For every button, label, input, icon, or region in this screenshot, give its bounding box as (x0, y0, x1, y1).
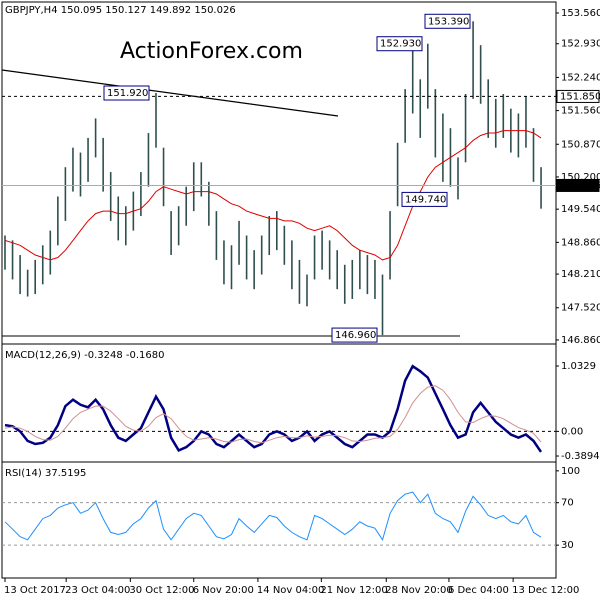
moving-average (4, 130, 542, 261)
annotation-box (424, 13, 471, 29)
chart-title: GBPJPY,H4 150.095 150.127 149.892 150.02… (5, 5, 236, 16)
x-tick-label: 21 Nov 12:00 (320, 585, 387, 596)
rsi-title: RSI(14) 37.5195 (5, 468, 86, 479)
annotation-label: 146.960 (335, 330, 376, 341)
rsi-line (4, 491, 542, 541)
x-tick-label: 13 Oct 2017 (4, 585, 66, 596)
x-tick-label: 6 Dec 04:00 (448, 585, 509, 596)
annotation-box (331, 327, 378, 343)
annotation-label: 151.920 (107, 88, 148, 99)
y-tick-label: 149.540 (561, 204, 600, 215)
annotation-label: 149.740 (405, 194, 446, 205)
macd-title: MACD(12,26,9) -0.3248 -0.1680 (5, 350, 165, 361)
x-tick-label: 30 Oct 12:00 (129, 585, 194, 596)
level-box (556, 89, 600, 103)
trendline (1, 69, 339, 117)
y-tick-label: 1.0329 (561, 361, 596, 372)
x-tick-label: 14 Nov 04:00 (257, 585, 324, 596)
signal-line (4, 385, 542, 444)
y-tick-label: 146.860 (561, 335, 600, 346)
x-tick-label: 6 Nov 20:00 (193, 585, 254, 596)
y-tick-label: 153.560 (561, 8, 600, 19)
y-tick-label: 150.870 (561, 139, 600, 150)
annotation-box (401, 191, 448, 207)
x-tick-label: 13 Dec 12:00 (512, 585, 579, 596)
x-tick-label: 28 Nov 20:00 (385, 585, 452, 596)
annotation-label: 152.930 (380, 39, 421, 50)
watermark: ActionForex.com (120, 39, 303, 64)
y-tick-label: 152.930 (561, 39, 600, 50)
y-tick-label: 152.240 (561, 72, 600, 83)
y-tick-label: 150.200 (561, 172, 600, 183)
y-tick-label: 70 (561, 498, 574, 509)
annotation-box (376, 36, 423, 52)
frame (1, 1, 557, 579)
y-tick-label: 30 (561, 540, 574, 551)
y-tick-label: 0.00 (561, 426, 583, 437)
level-label: 151.850 (560, 91, 600, 102)
y-tick-label: 147.520 (561, 303, 600, 314)
y-tick-label: 100 (561, 466, 580, 477)
y-tick-label: -0.3894 (561, 451, 600, 462)
y-tick-label: 151.560 (561, 106, 600, 117)
x-tick-label: 23 Oct 04:00 (65, 585, 130, 596)
y-tick-label: 148.860 (561, 237, 600, 248)
annotation-box (103, 85, 150, 101)
level-label: 150.026 (560, 180, 600, 191)
annotation-label: 153.390 (428, 16, 469, 27)
y-tick-label: 148.210 (561, 269, 600, 280)
level-box (556, 178, 600, 192)
macd-line (4, 364, 543, 453)
